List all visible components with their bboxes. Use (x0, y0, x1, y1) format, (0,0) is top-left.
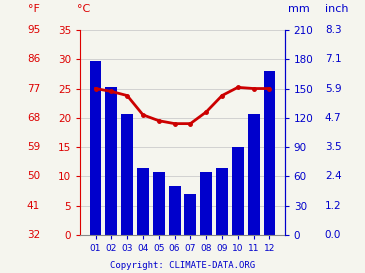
Text: 41: 41 (27, 201, 40, 210)
Text: 95: 95 (27, 25, 40, 35)
Text: 2.4: 2.4 (325, 171, 342, 181)
Text: 4.7: 4.7 (325, 113, 342, 123)
Text: 3.5: 3.5 (325, 142, 342, 152)
Text: °C: °C (77, 4, 90, 14)
Text: mm: mm (288, 4, 310, 14)
Bar (184, 194, 196, 235)
Bar (105, 87, 117, 235)
Text: 59: 59 (27, 142, 40, 152)
Text: 8.3: 8.3 (325, 25, 342, 35)
Bar (169, 186, 181, 235)
Text: 77: 77 (27, 84, 40, 94)
Bar (216, 168, 228, 235)
Bar (248, 114, 260, 235)
Text: Copyright: CLIMATE-DATA.ORG: Copyright: CLIMATE-DATA.ORG (110, 261, 255, 270)
Text: 68: 68 (27, 113, 40, 123)
Bar (137, 168, 149, 235)
Text: 5.9: 5.9 (325, 84, 342, 94)
Bar (89, 61, 101, 235)
Text: 32: 32 (27, 230, 40, 240)
Text: 86: 86 (27, 54, 40, 64)
Text: 50: 50 (27, 171, 40, 181)
Text: 1.2: 1.2 (325, 201, 342, 210)
Bar (264, 71, 276, 235)
Text: 0.0: 0.0 (325, 230, 341, 240)
Bar (121, 114, 133, 235)
Text: 7.1: 7.1 (325, 54, 342, 64)
Bar (153, 172, 165, 235)
Bar (200, 172, 212, 235)
Text: inch: inch (325, 4, 348, 14)
Bar (232, 147, 244, 235)
Text: °F: °F (28, 4, 40, 14)
